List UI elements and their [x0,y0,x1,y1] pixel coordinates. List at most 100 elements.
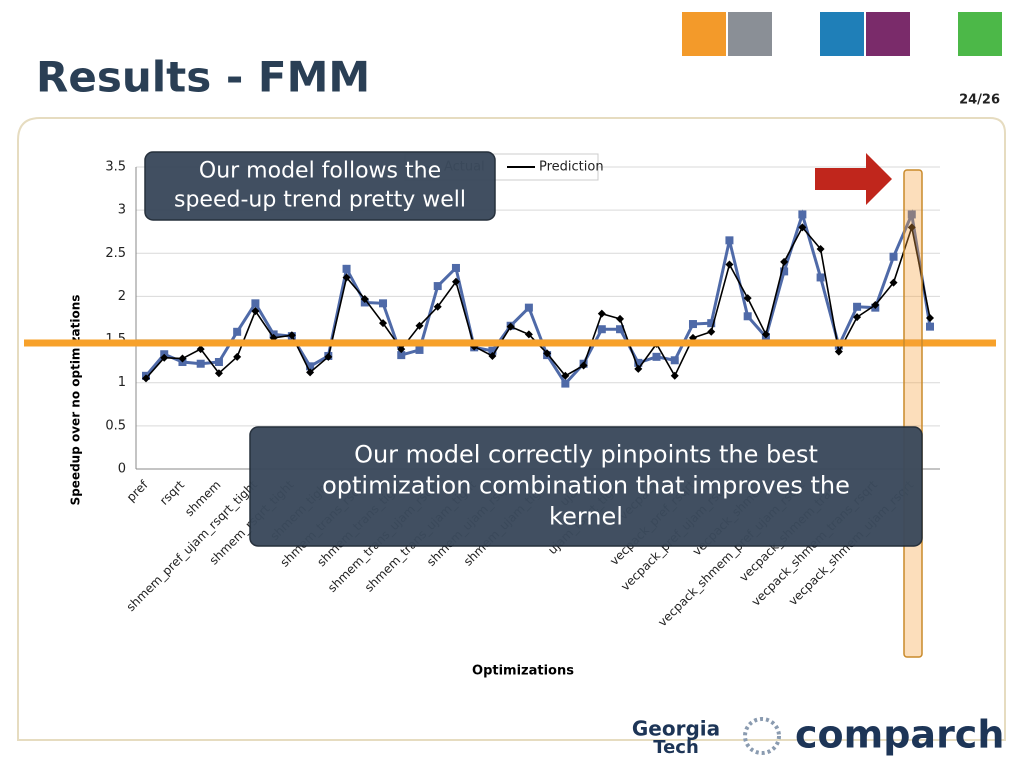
data-point [178,354,187,363]
data-point [597,325,606,334]
data-point [634,364,643,373]
data-point [889,252,898,261]
y-tick-label: 1 [118,375,126,390]
x-axis-title: Optimizations [472,664,574,679]
callout-box [144,151,496,221]
data-point [214,358,223,367]
x-tick-label: pref [124,477,151,504]
data-point [707,319,716,328]
data-point [834,347,843,356]
data-point [324,352,333,361]
chart: 00.511.522.533.5prefrsqrtshmemshmem_pref… [24,151,996,679]
data-point [725,236,734,245]
data-point [780,257,789,266]
legend-label: Prediction [539,160,604,175]
data-point [397,345,406,354]
data-point [342,264,351,273]
data-point [616,325,625,334]
data-point [506,322,515,331]
logo-square [958,12,1002,56]
data-point [853,302,862,311]
y-axis-title: Speedup over no optimizations [69,295,83,506]
frame [17,117,1006,741]
y-tick-label: 2.5 [105,246,126,261]
data-point [725,260,734,269]
callout-text: Our model follows the speed-up trend pret… [174,159,466,213]
data-point [688,320,697,329]
callout-text: Our model correctly pinpoints the best op… [322,440,850,530]
data-point [561,379,570,388]
data-point [306,368,315,377]
data-point [670,356,679,365]
data-point [652,352,661,361]
data-point [342,273,351,282]
data-point [926,322,934,331]
data-point [524,303,533,312]
x-tick-label: shmem_pref_ujam_rsqrt_tight [124,477,261,614]
arrow [815,153,892,205]
data-point [488,346,497,355]
data-point [579,361,588,370]
data-point [160,353,169,362]
data-point [251,299,260,308]
data-point [743,294,752,303]
data-point [251,307,260,316]
callout-box [249,426,923,547]
data-point [871,301,880,310]
y-tick-label: 2 [118,289,126,304]
data-point [798,223,807,232]
data-point [743,312,752,321]
data-point [433,282,442,291]
y-tick-label: 3.5 [105,160,126,175]
x-tick-label: rsqrt [157,477,187,507]
data-point [707,327,716,336]
data-point [761,330,770,339]
data-point [196,345,205,354]
logo-square [820,12,864,56]
data-point [597,309,606,318]
logo-square [682,12,726,56]
data-point [233,327,242,336]
logo-text: comparch [795,713,1004,757]
data-point [634,358,643,367]
y-tick-label: 0.5 [105,418,126,433]
data-point [287,331,296,340]
data-point [415,321,424,330]
data-point [616,314,625,323]
data-point [397,351,406,360]
data-point [816,273,825,282]
data-point [214,369,223,378]
logo-square [866,12,910,56]
logo-text: Georgia [632,717,720,741]
data-point [360,295,369,304]
data-point [670,371,679,380]
data-point [926,314,934,322]
data-point [780,267,789,276]
data-point [451,277,460,286]
data-point [433,302,442,311]
data-point [907,210,916,219]
data-point [306,362,315,371]
page-number: 24/26 [959,93,1000,108]
data-point [415,345,424,354]
data-point [196,359,205,368]
data-point [798,210,807,219]
data-point [488,351,497,360]
highlight [903,169,923,658]
data-point [233,352,242,361]
data-point [543,349,552,358]
data-point [142,374,150,383]
slide-title: Results - FMM [36,53,370,102]
data-point [853,313,862,322]
data-point [379,319,388,328]
data-point [379,299,388,308]
data-point [907,223,916,232]
data-point [889,278,898,287]
logo-text: Tech [653,737,699,758]
data-point [451,263,460,272]
data-point [524,330,533,339]
logo-square [728,12,772,56]
data-point [561,371,570,380]
logo-mark [743,717,781,755]
data-point [816,244,825,253]
